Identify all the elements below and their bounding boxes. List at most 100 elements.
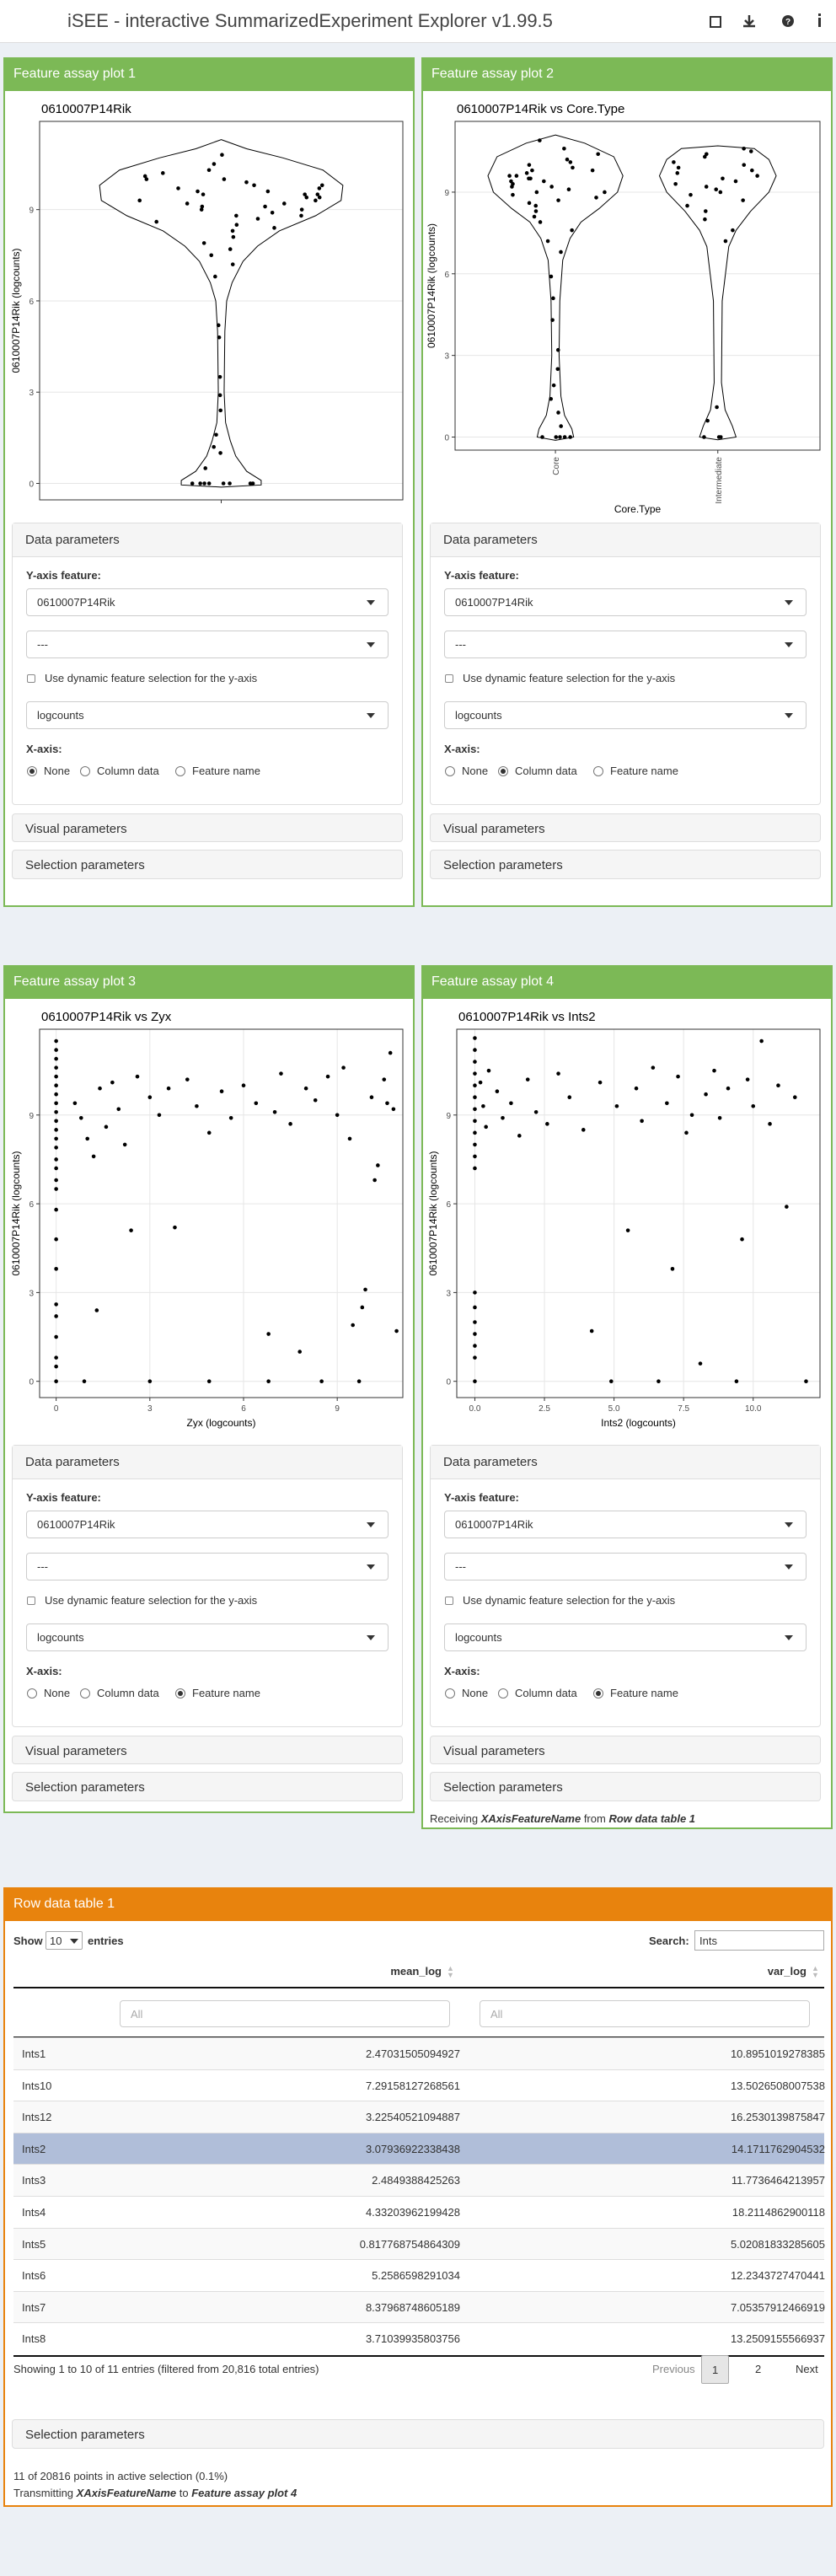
- radio-button[interactable]: [175, 766, 185, 776]
- receiving-text: Receiving XAxisFeatureName from Row data…: [430, 1812, 695, 1825]
- table-cell: 11.7736464213957: [731, 2174, 825, 2187]
- sort-icon: ▲ ▼: [447, 1964, 454, 1979]
- search-input[interactable]: Ints: [694, 1930, 824, 1951]
- data-point: [556, 411, 560, 415]
- radio-button[interactable]: [80, 1688, 90, 1699]
- radio-button[interactable]: [498, 1688, 508, 1699]
- pagination-button[interactable]: Next: [796, 2363, 818, 2375]
- radio-button[interactable]: [593, 1688, 603, 1699]
- box-header[interactable]: Data parameters: [431, 1446, 820, 1479]
- y-tick-label: 0: [29, 1378, 34, 1387]
- select-input[interactable]: 0610007P14Rik: [26, 588, 389, 616]
- data-point: [675, 171, 680, 175]
- collapsed-box[interactable]: Selection parameters: [430, 1772, 821, 1801]
- select-input[interactable]: logcounts: [444, 1623, 807, 1651]
- toolbar-icons[interactable]: ?: [701, 0, 836, 43]
- icon-download[interactable]: [743, 15, 755, 28]
- dropdown-arrow: [785, 600, 793, 605]
- select-input[interactable]: ---: [444, 631, 807, 658]
- data-point: [91, 1154, 96, 1159]
- collapsed-box[interactable]: Visual parameters: [12, 813, 403, 842]
- icon-grid[interactable]: [710, 16, 721, 28]
- data-point: [241, 1083, 246, 1087]
- table-cell: 7.05357912466919: [730, 2300, 825, 2314]
- select-input[interactable]: logcounts: [26, 1623, 389, 1651]
- select-input[interactable]: 0610007P14Rik: [26, 1511, 389, 1538]
- radio-button[interactable]: [175, 1688, 185, 1699]
- radio-button[interactable]: [445, 1688, 455, 1699]
- data-point: [228, 481, 232, 486]
- box-header[interactable]: Data parameters: [13, 523, 402, 557]
- select-input[interactable]: logcounts: [444, 701, 807, 729]
- data-point: [206, 481, 212, 486]
- field-label: Y-axis feature:: [26, 569, 101, 582]
- y-axis-title: 0610007P14Rik (logcounts): [426, 223, 437, 348]
- data-point: [484, 1124, 488, 1130]
- table-row[interactable]: Ints1 2.47031505094927 10.8951019278385: [13, 2037, 825, 2069]
- select-input[interactable]: 0610007P14Rik: [444, 1511, 807, 1538]
- table-row[interactable]: Ints5 0.817768754864309 5.02081833285605: [13, 2227, 825, 2260]
- radio-button[interactable]: [593, 766, 603, 776]
- data-point: [360, 1305, 365, 1310]
- collapsed-box[interactable]: Visual parameters: [12, 1736, 403, 1764]
- icon-info[interactable]: [818, 18, 821, 27]
- pagination-button[interactable]: Previous: [652, 2363, 695, 2375]
- column-filter[interactable]: All: [120, 2000, 450, 2027]
- collapsed-box[interactable]: Selection parameters: [12, 1772, 403, 1801]
- data-point: [514, 174, 519, 178]
- checkbox[interactable]: [445, 674, 453, 683]
- table-cell: 8.37968748605189: [365, 2300, 460, 2314]
- column-filter[interactable]: All: [480, 2000, 810, 2027]
- data-point: [54, 1119, 58, 1124]
- data-point: [166, 1086, 171, 1091]
- table-row[interactable]: Ints3 2.4849388425263 11.7736464213957: [13, 2164, 825, 2196]
- data-point: [54, 1056, 58, 1061]
- box-header[interactable]: Data parameters: [13, 1446, 402, 1479]
- icon-help[interactable]: [782, 15, 794, 27]
- pagination-button[interactable]: 2: [755, 2363, 762, 2375]
- collapsed-box[interactable]: Visual parameters: [430, 813, 821, 842]
- select-input[interactable]: ---: [26, 1553, 389, 1580]
- radio-button[interactable]: [27, 766, 37, 776]
- plot: 0610007P14Rik vs Ints2 0 3 6 9 0.0 2.5 5.0 7.5 10…: [427, 1010, 821, 1429]
- table-row[interactable]: Ints12 3.22540521094887 16.2530139875847: [13, 2101, 825, 2133]
- table-row[interactable]: Ints6 5.2586598291034 12.2343727470441: [13, 2259, 825, 2291]
- column-header[interactable]: var_log: [767, 1965, 807, 1978]
- table-row[interactable]: Ints4 4.33203962199428 18.2114862900118: [13, 2196, 825, 2228]
- radio-button[interactable]: [498, 766, 508, 776]
- table-row[interactable]: Ints7 8.37968748605189 7.05357912466919: [13, 2290, 825, 2323]
- data-point: [218, 451, 222, 455]
- data-point: [542, 179, 546, 184]
- collapsed-box[interactable]: Selection parameters: [12, 850, 403, 879]
- data-point: [527, 201, 532, 206]
- collapsed-box[interactable]: Visual parameters: [430, 1736, 821, 1764]
- data-point: [137, 198, 142, 203]
- radio-button[interactable]: [80, 766, 90, 776]
- radio-button[interactable]: [27, 1688, 37, 1699]
- table-bottom-rule: [13, 2355, 824, 2357]
- length-select[interactable]: 10: [46, 1931, 83, 1950]
- select-input[interactable]: ---: [444, 1553, 807, 1580]
- box-header[interactable]: Data parameters: [431, 523, 820, 557]
- table-row[interactable]: Ints2 3.07936922338438 14.1711762904532: [13, 2132, 825, 2165]
- checkbox[interactable]: [27, 1597, 35, 1605]
- pagination-button[interactable]: 1: [701, 2355, 730, 2384]
- table-cell: 0.817768754864309: [359, 2237, 460, 2251]
- radio-button[interactable]: [445, 766, 455, 776]
- table-row[interactable]: Ints10 7.29158127268561 13.5026508007538: [13, 2069, 825, 2101]
- select-input[interactable]: ---: [26, 631, 389, 658]
- table-cell: 13.5026508007538: [730, 2079, 825, 2092]
- select-value: 0610007P14Rik: [455, 596, 533, 609]
- data-point: [54, 1048, 58, 1052]
- select-input[interactable]: 0610007P14Rik: [444, 588, 807, 616]
- column-header[interactable]: mean_log: [390, 1965, 442, 1978]
- collapsed-box[interactable]: Selection parameters: [430, 850, 821, 879]
- data-point: [704, 185, 709, 189]
- collapsed-box[interactable]: Selection parameters: [12, 2419, 824, 2449]
- checkbox[interactable]: [445, 1597, 453, 1605]
- data-point: [554, 435, 559, 439]
- checkbox[interactable]: [27, 674, 35, 683]
- radio-label: Feature name: [610, 765, 678, 777]
- select-input[interactable]: logcounts: [26, 701, 389, 729]
- table-row[interactable]: Ints8 3.71039935803756 13.2509155566937: [13, 2322, 825, 2354]
